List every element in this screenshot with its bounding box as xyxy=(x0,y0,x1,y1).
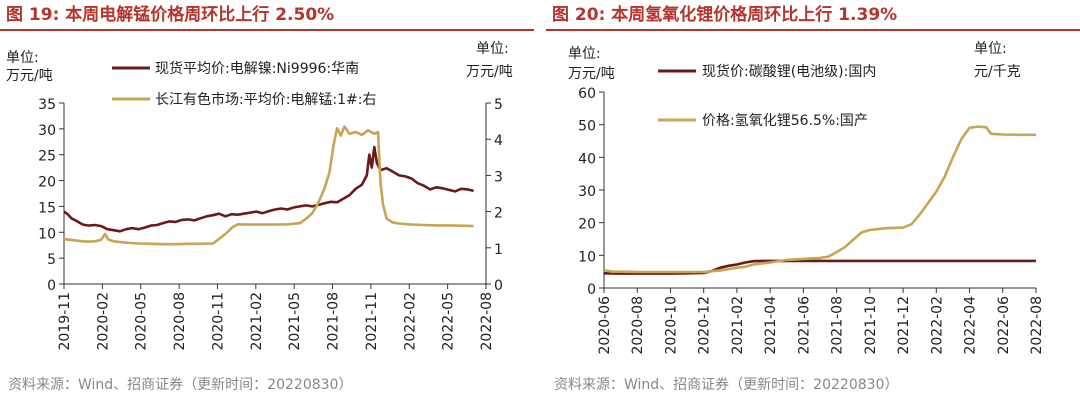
x-tick-label: 2020-11 xyxy=(210,292,226,351)
y-tick-label-left: 20 xyxy=(38,175,56,191)
legend-label: 现货平均价:电解镍:Ni9996:华南 xyxy=(155,60,359,77)
y-tick-label-right: 3 xyxy=(494,169,503,185)
x-tick-label: 2022-08 xyxy=(479,292,495,351)
left-unit-line2: 万元/吨 xyxy=(568,66,615,82)
x-tick-label: 2020-05 xyxy=(134,292,150,351)
right-unit-line1: 单位: xyxy=(974,41,1007,57)
x-tick-label: 2022-02 xyxy=(402,292,418,351)
source-note: 资料来源：Wind、招商证券（更新时间：20220830） xyxy=(8,377,353,393)
y-tick-label-right: 0 xyxy=(494,278,503,294)
x-tick-label: 2020-02 xyxy=(95,292,111,351)
y-tick-label-right: 5 xyxy=(494,97,503,113)
y-tick-label-right: 2 xyxy=(494,206,503,222)
right-unit-line2: 元/千克 xyxy=(974,64,1021,80)
y-tick-label-right: 4 xyxy=(494,133,503,149)
y-tick-label-left: 15 xyxy=(38,200,56,216)
series-line-2 xyxy=(63,125,474,246)
chart-title: 图 20: 本周氢氧化锂价格周环比上行 1.39% xyxy=(552,5,898,25)
x-tick-label: 2021-06 xyxy=(796,296,812,355)
chart-panel-left: 图 19: 本周电解锰价格周环比上行 2.50% 单位: 万元/吨 单位: 万元… xyxy=(0,0,534,405)
x-tick-label: 2022-05 xyxy=(441,292,457,351)
x-tick-label: 2021-12 xyxy=(896,296,912,355)
y-tick-label-left: 60 xyxy=(578,86,596,102)
source-note: 资料来源：Wind、招商证券（更新时间：20220830） xyxy=(554,377,899,393)
y-tick-label-left: 30 xyxy=(38,123,56,139)
legend-label: 现货价:碳酸锂(电池级):国内 xyxy=(702,63,876,80)
title-rule xyxy=(546,29,1080,31)
y-tick-label-left: 50 xyxy=(578,119,596,135)
x-tick-label: 2020-10 xyxy=(663,296,679,355)
y-tick-label-left: 30 xyxy=(578,184,596,200)
x-tick-label: 2021-05 xyxy=(287,292,303,351)
right-unit-line2: 万元/吨 xyxy=(466,64,513,80)
left-unit-line1: 单位: xyxy=(568,46,601,62)
chart-title: 图 19: 本周电解锰价格周环比上行 2.50% xyxy=(6,5,335,25)
x-tick-label: 2022-08 xyxy=(1029,296,1045,355)
y-tick-label-left: 10 xyxy=(38,226,56,242)
x-tick-label: 2021-02 xyxy=(730,296,746,355)
y-tick-label-left: 40 xyxy=(578,151,596,167)
legend-label: 长江有色市场:平均价:电解锰:1#:右 xyxy=(155,91,377,108)
left-unit-line2: 万元/吨 xyxy=(6,68,53,84)
series-line-2 xyxy=(603,125,1036,274)
y-tick-label-left: 10 xyxy=(578,249,596,265)
x-tick-label: 2020-08 xyxy=(630,296,646,355)
x-tick-label: 2021-10 xyxy=(863,296,879,355)
x-tick-label: 2021-04 xyxy=(763,296,779,355)
x-tick-label: 2021-02 xyxy=(249,292,265,351)
x-tick-label: 2022-02 xyxy=(929,296,945,355)
chart-panel-right: 图 20: 本周氢氧化锂价格周环比上行 1.39% 单位: 万元/吨 单位: 元… xyxy=(546,0,1080,405)
x-tick-label: 2021-08 xyxy=(830,296,846,355)
y-tick-label-left: 20 xyxy=(578,217,596,233)
x-tick-label: 2020-08 xyxy=(172,292,188,351)
y-tick-label-left: 35 xyxy=(38,97,56,113)
x-tick-label: 2021-11 xyxy=(364,292,380,351)
y-tick-label-left: 0 xyxy=(47,278,56,294)
y-tick-label-left: 25 xyxy=(38,149,56,165)
series-line-1 xyxy=(63,145,474,233)
chart-plot: 单位: 万元/吨 单位: 元/千克 现货价:碳酸锂(电池级):国内 价格:氢氧化… xyxy=(568,41,1045,355)
x-tick-label: 2021-08 xyxy=(326,292,342,351)
x-tick-label: 2020-12 xyxy=(697,296,713,355)
chart-plot: 单位: 万元/吨 单位: 万元/吨 现货平均价:电解镍:Ni9996:华南 长江… xyxy=(6,41,513,351)
y-tick-label-right: 1 xyxy=(494,242,503,258)
x-tick-label: 2020-06 xyxy=(597,296,613,355)
legend-label: 价格:氢氧化锂56.5%:国产 xyxy=(702,113,868,129)
left-unit-line1: 单位: xyxy=(6,50,39,66)
x-tick-label: 2022-04 xyxy=(963,296,979,355)
x-tick-label: 2019-11 xyxy=(57,292,73,351)
right-unit-line1: 单位: xyxy=(476,41,509,57)
x-tick-label: 2022-06 xyxy=(996,296,1012,355)
title-rule xyxy=(0,29,534,31)
y-tick-label-left: 0 xyxy=(587,282,596,298)
y-tick-label-left: 5 xyxy=(47,252,56,268)
